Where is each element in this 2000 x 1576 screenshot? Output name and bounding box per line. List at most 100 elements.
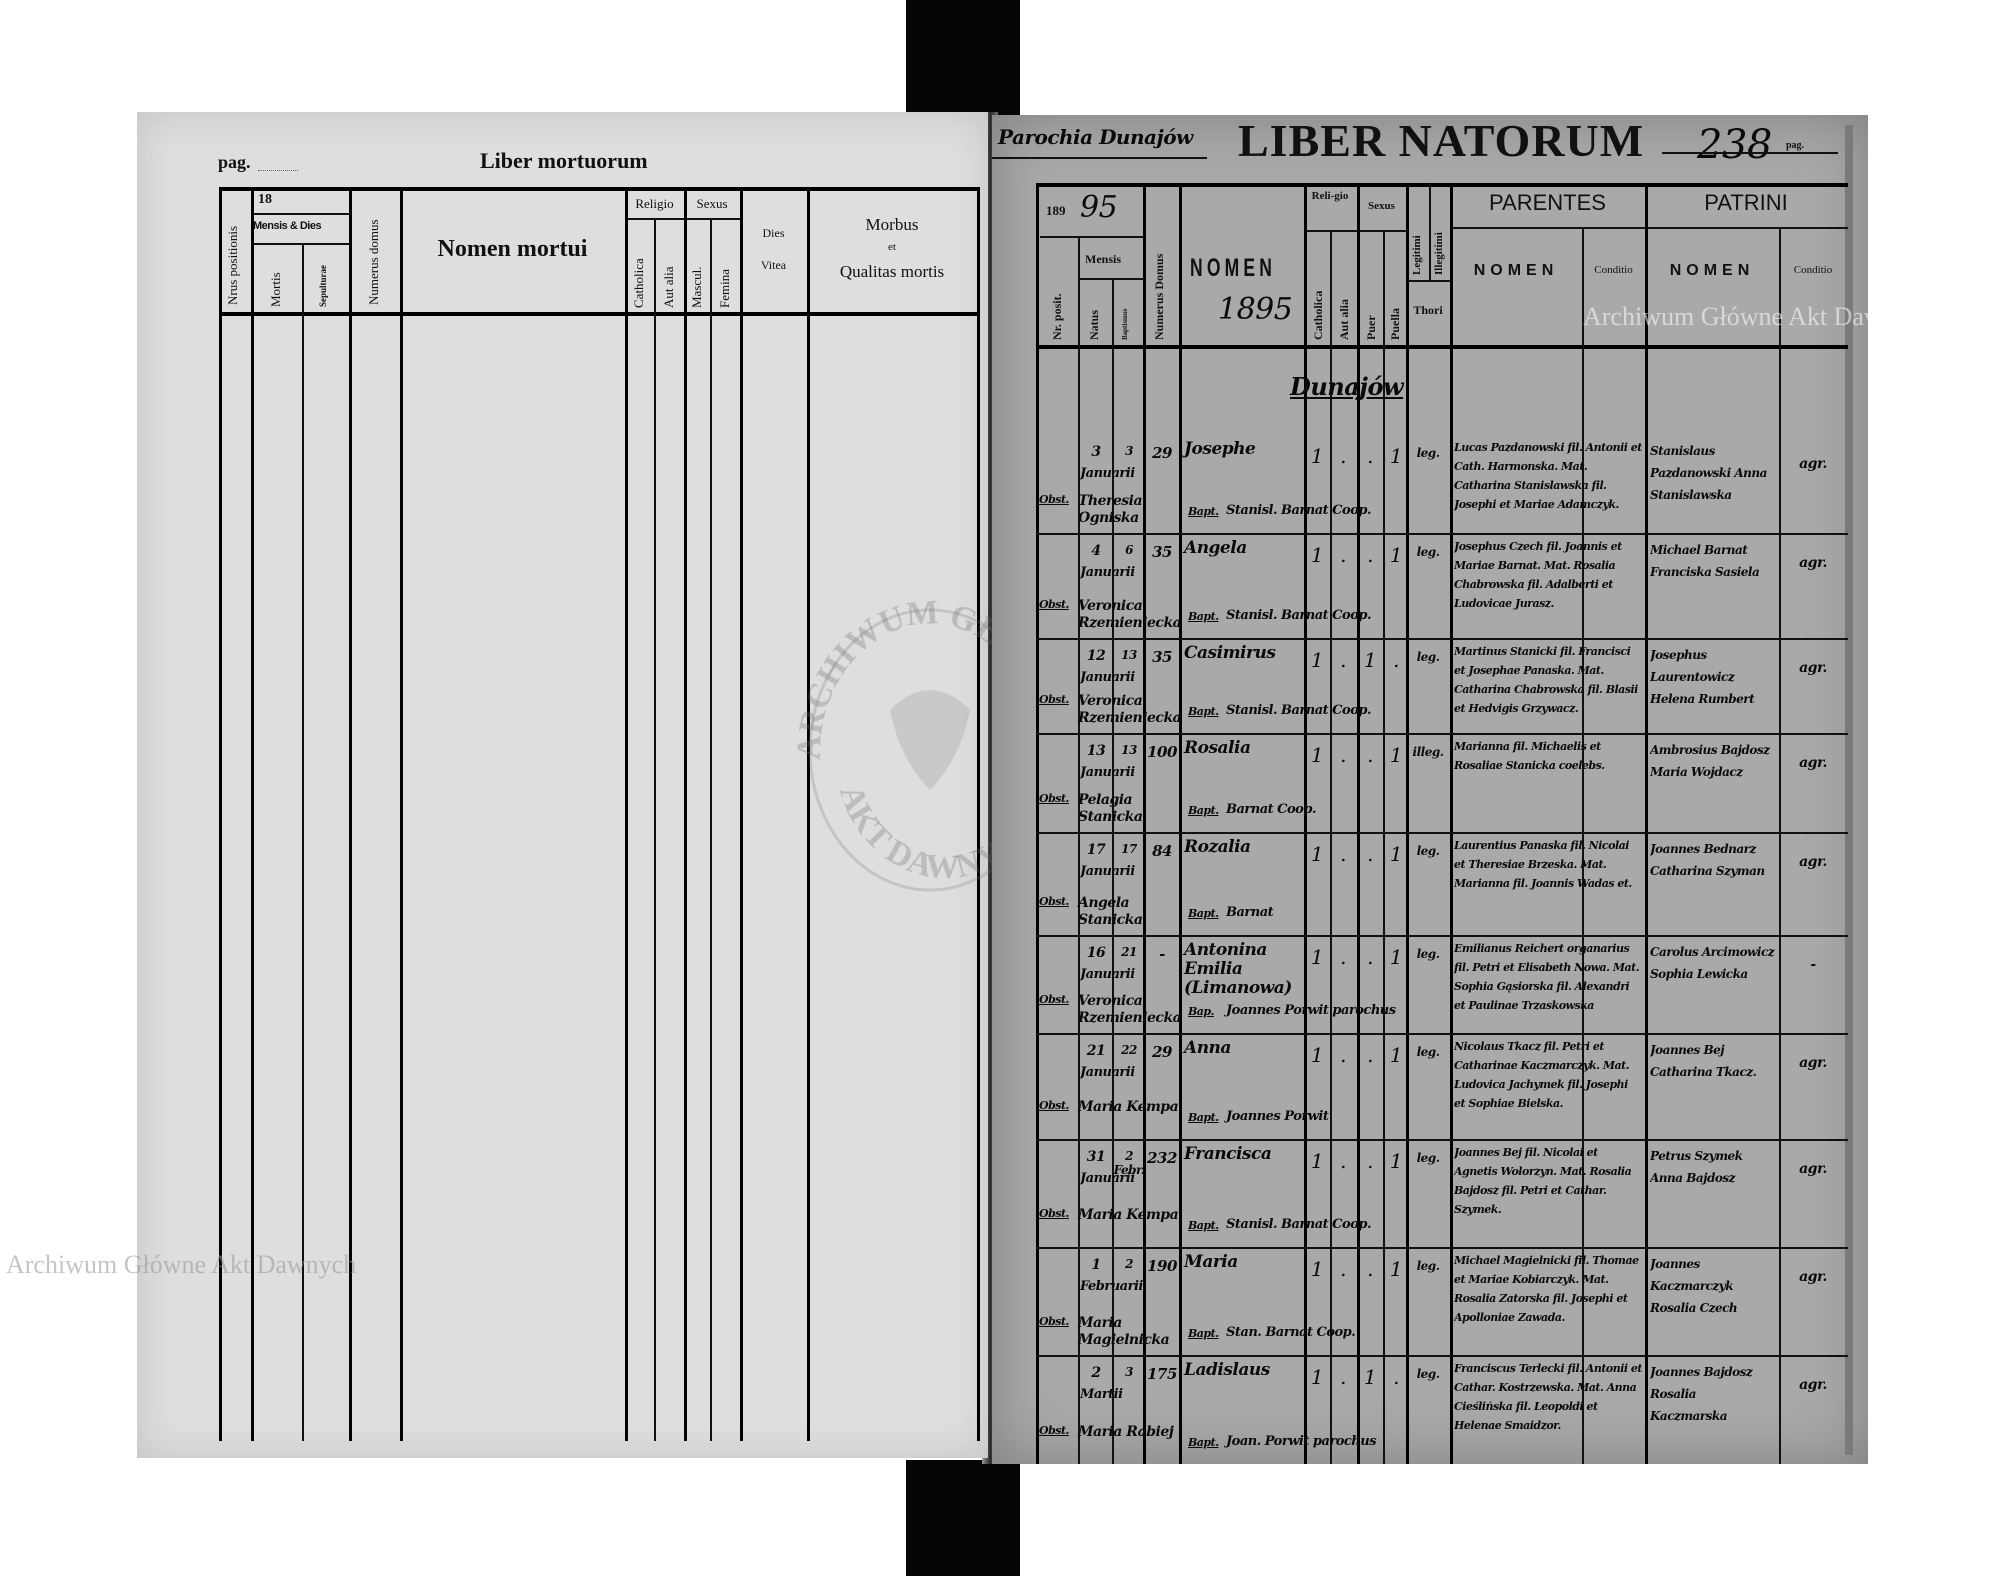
header-nr-posit: Nr. posit. — [1050, 293, 1064, 340]
entry-mark: . — [1393, 648, 1399, 672]
header-catholica: Catholica — [1311, 290, 1325, 340]
entry-mark: . — [1367, 743, 1373, 767]
entry-mark: 1 — [1310, 648, 1324, 672]
header-sepulturae: Sepulturae — [318, 264, 328, 307]
entry-baptism-label: Bapt. — [1188, 1219, 1219, 1232]
entry-legitimacy: leg. — [1416, 1259, 1440, 1273]
entry-parents: Emilianus Reichert organarius fil. Petri… — [1454, 942, 1640, 1012]
entry-baptizer: Stan. Barnat Coop. — [1226, 1325, 1356, 1340]
header-natus: Natus — [1087, 309, 1101, 340]
entry-obstetrix-label: Obst. — [1039, 598, 1069, 611]
header-puer: Puer — [1364, 315, 1378, 340]
year-full: 1895 — [1218, 292, 1293, 327]
header-puella: Puella — [1388, 308, 1402, 340]
entry-natus-day: 2 — [1091, 1365, 1101, 1381]
entry-legitimacy: leg. — [1416, 545, 1440, 559]
entry-obstetrix-label: Obst. — [1039, 1099, 1069, 1112]
entry-parents: Lucas Pazdanowski fil. Antonii et Cath. … — [1454, 441, 1642, 511]
header-et: et — [888, 241, 896, 253]
entry-baptismus-day: 17 — [1121, 842, 1137, 856]
entry-mark: . — [1340, 648, 1346, 672]
entry-baptismus-day: 22 — [1121, 1043, 1137, 1057]
entry-godparents-condition: agr. — [1799, 1377, 1827, 1393]
entry-house-number: 190 — [1147, 1257, 1177, 1275]
row-divider — [1036, 935, 1848, 937]
entry-mark: 1 — [1310, 543, 1324, 567]
entry-baptism-label: Bapt. — [1188, 907, 1219, 920]
entry-obstetrix: Veronica Rzemieniecka — [1078, 993, 1182, 1026]
entry-mark: 1 — [1389, 743, 1403, 767]
entry-baptism-label: Bapt. — [1188, 505, 1219, 518]
header-femina: Femina — [717, 269, 732, 308]
entry-obstetrix-label: Obst. — [1039, 792, 1069, 805]
entry-baptizer: Joan. Porwit parochus — [1226, 1434, 1377, 1449]
entry-mark: . — [1367, 1149, 1373, 1173]
entry-obstetrix-label: Obst. — [1039, 693, 1069, 706]
entry-child-name: Josephe — [1184, 439, 1256, 459]
entry-godparents: Stanislaus Pazdanowski Anna Stanislawska — [1650, 444, 1767, 502]
entry-house-number: 100 — [1147, 743, 1177, 761]
header-mortis: Mortis — [268, 272, 283, 307]
entry-godparents-condition: agr. — [1799, 854, 1827, 870]
left-page-label: pag. — [218, 152, 251, 172]
entry-mark: . — [1367, 1257, 1373, 1281]
page-number-blank-line — [258, 170, 298, 171]
entry-child-name: Anna — [1184, 1038, 1231, 1058]
entry-natus-day: 4 — [1091, 543, 1101, 559]
row-divider — [1036, 1033, 1848, 1035]
header-aut-alia: Aut alia — [661, 266, 676, 308]
entry-baptism-label: Bapt. — [1188, 705, 1219, 718]
entry-natus-day: 16 — [1086, 945, 1106, 961]
entry-baptism-label: Bapt. — [1188, 1436, 1219, 1449]
entry-obstetrix-label: Obst. — [1039, 493, 1069, 506]
entry-obstetrix: Maria Kempa — [1078, 1207, 1179, 1223]
entry-natus-day: 12 — [1086, 648, 1106, 664]
entry-mark: 1 — [1310, 945, 1324, 969]
entry-legitimacy: leg. — [1416, 1151, 1440, 1165]
header-religio: Religio — [635, 196, 674, 211]
entry-parents: Joannes Bej fil. Nicolai et Agnetis Wolo… — [1454, 1146, 1632, 1216]
header-patrini-conditio: Conditio — [1793, 264, 1833, 276]
entry-obstetrix-label: Obst. — [1039, 1207, 1069, 1220]
entry-house-number: 29 — [1152, 444, 1172, 462]
row-divider — [1036, 1355, 1848, 1357]
header-parentes: PARENTES — [1489, 190, 1606, 215]
entry-mark: . — [1340, 1365, 1346, 1389]
entry-house-number: 35 — [1152, 543, 1172, 561]
entry-month: Januarii — [1080, 670, 1135, 685]
entry-natus-day: 13 — [1086, 743, 1106, 759]
header-legitimi: Legitimi — [1411, 235, 1423, 275]
entry-month: Martii — [1080, 1387, 1123, 1402]
entry-godparents-condition: agr. — [1799, 1161, 1827, 1177]
header-nomen: NOMEN — [1190, 254, 1277, 282]
entry-mark: . — [1367, 444, 1373, 468]
entry-legitimacy: leg. — [1416, 1045, 1440, 1059]
watermark-top-right: Archiwum Główne Akt Dawnych — [1583, 302, 1934, 331]
entry-child-name: Francisca — [1184, 1144, 1272, 1164]
entry-godparents-condition: agr. — [1799, 456, 1827, 472]
entry-natus-day: 1 — [1091, 1257, 1101, 1273]
entry-house-number: 29 — [1152, 1043, 1172, 1061]
entry-mark: . — [1340, 543, 1346, 567]
header-numerus-domus: Numerus Domus — [1152, 253, 1166, 340]
entry-obstetrix: Pelagia Stanicka — [1078, 792, 1143, 825]
entry-godparents: Joannes Bednarz Catharina Szyman — [1650, 842, 1765, 878]
entry-godparents: Joannes Bej Catharina Tkacz. — [1650, 1043, 1757, 1079]
entry-baptizer: Stanisl. Barnat Coop. — [1226, 503, 1372, 518]
header-mensis-dies: Mensis & Dies — [253, 220, 322, 232]
entry-godparents-condition: agr. — [1799, 755, 1827, 771]
entry-parents: Marianna fil. Michaelis et Rosaliae Stan… — [1454, 740, 1605, 772]
entry-godparents: Michael Barnat Franciska Sasiela — [1650, 543, 1760, 579]
binding-strip-bottom — [906, 1460, 1020, 1576]
entry-month: Februarii — [1080, 1279, 1143, 1294]
entry-baptizer: Barnat — [1226, 905, 1274, 920]
entry-godparents: Joannes Bajdosz Rosalia Kaczmarska — [1650, 1365, 1753, 1423]
entry-godparents: Carolus Arcimowicz Sophia Lewicka — [1650, 945, 1775, 981]
entry-house-number: 35 — [1152, 648, 1172, 666]
entry-mark: 1 — [1389, 1149, 1403, 1173]
row-divider — [1036, 533, 1848, 535]
entry-natus-day: 3 — [1091, 444, 1101, 460]
entry-parents: Nicolaus Tkacz fil. Petri et Catharinae … — [1454, 1040, 1630, 1110]
entry-obstetrix-label: Obst. — [1039, 993, 1069, 1006]
entry-mark: 1 — [1389, 1043, 1403, 1067]
